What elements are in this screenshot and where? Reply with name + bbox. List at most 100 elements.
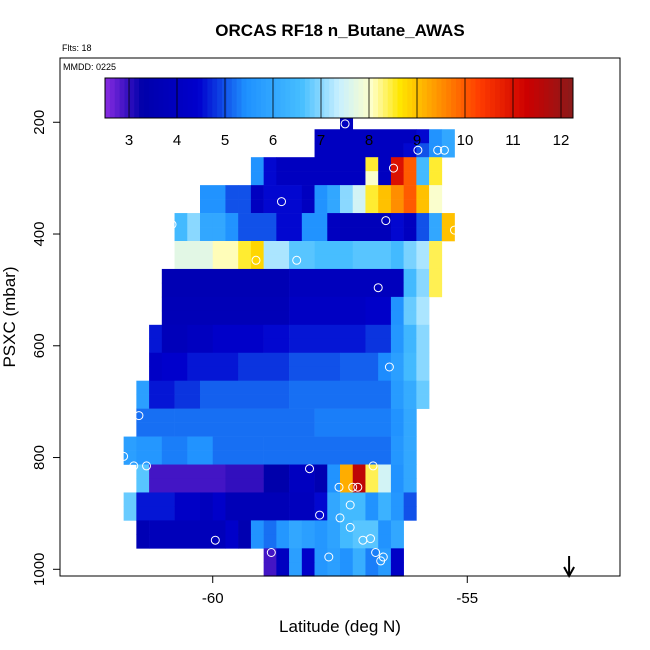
- heatmap-cell: [390, 380, 404, 395]
- heatmap-cell: [289, 338, 366, 354]
- heatmap-cell: [416, 338, 430, 354]
- heatmap-cell: [187, 227, 201, 242]
- colorbar-band: [158, 78, 164, 118]
- colorbar-band: [446, 78, 452, 118]
- heatmap-cell: [238, 227, 277, 242]
- heatmap-cell: [378, 562, 392, 577]
- colorbar-band: [290, 78, 296, 118]
- heatmap-cell: [238, 185, 252, 200]
- heatmap-cell: [212, 241, 239, 256]
- heatmap-cell: [365, 478, 379, 493]
- heatmap-cell: [340, 534, 354, 549]
- heatmap-cell: [390, 492, 404, 507]
- colorbar-band: [514, 78, 520, 118]
- heatmap-cell: [416, 199, 430, 214]
- heatmap-cell: [365, 506, 379, 521]
- colorbar-band: [202, 78, 208, 118]
- heatmap-cell: [314, 185, 328, 200]
- heatmap-cell: [263, 520, 277, 535]
- heatmap-cell: [212, 492, 226, 507]
- sample-point: [266, 548, 276, 557]
- heatmap-cell: [314, 129, 417, 144]
- heatmap-cell: [161, 282, 290, 298]
- colorbar-band: [144, 78, 150, 118]
- heatmap-cell: [403, 366, 417, 381]
- heatmap-cell: [403, 157, 417, 172]
- sample-point: [167, 220, 177, 229]
- y-tick-label: 600: [31, 333, 48, 358]
- colorbar-band: [280, 78, 286, 118]
- heatmap-cell: [200, 506, 214, 521]
- heatmap-cell: [390, 296, 404, 312]
- heatmap-cell: [263, 157, 277, 172]
- heatmap-cell: [161, 352, 188, 368]
- heatmap-cell: [174, 213, 188, 228]
- heatmap-cell: [276, 562, 290, 577]
- heatmap-cell: [276, 157, 366, 172]
- sample-point: [450, 225, 459, 235]
- heatmap-cell: [327, 562, 341, 577]
- heatmap-cell: [352, 534, 379, 549]
- heatmap-cell: [314, 422, 392, 437]
- heatmap-cell: [174, 408, 315, 423]
- colorbar-band: [334, 78, 340, 118]
- heatmap-cell: [441, 213, 455, 228]
- colorbar-band: [261, 78, 267, 118]
- heatmap-cell: [352, 562, 366, 577]
- colorbar-band: [402, 78, 408, 118]
- sample-point: [324, 552, 334, 562]
- heatmap-cell: [429, 129, 443, 144]
- heatmap-cell: [263, 478, 290, 493]
- heatmap-cell: [149, 464, 226, 479]
- heatmap-cell: [136, 422, 175, 437]
- heatmap-cell: [390, 310, 404, 326]
- heatmap-cell: [378, 199, 392, 214]
- colorbar-band: [348, 78, 355, 118]
- colorbar-band: [339, 78, 345, 118]
- heatmap-cell: [441, 227, 455, 242]
- heatmap-cell: [276, 213, 303, 228]
- heatmap-cell: [403, 310, 417, 326]
- heatmap-cell: [263, 534, 277, 549]
- heatmap-cell: [314, 478, 328, 493]
- heatmap-cell: [250, 157, 264, 172]
- heatmap-cell: [390, 366, 404, 381]
- heatmap-cell: [225, 213, 239, 228]
- heatmap-cell: [403, 478, 417, 493]
- heatmap-cell: [238, 241, 252, 256]
- heatmap-cell: [416, 213, 430, 228]
- colorbar-band: [192, 78, 199, 118]
- heatmap-cell: [149, 366, 163, 381]
- heatmap-cell: [390, 408, 404, 423]
- colorbar-band: [129, 78, 135, 118]
- heatmap-cell: [149, 338, 163, 354]
- heatmap-cell: [263, 199, 303, 214]
- heatmap-cell: [200, 492, 214, 507]
- heatmap-cell: [212, 213, 226, 228]
- heatmap-cell: [390, 185, 404, 200]
- heatmap-cell: [390, 352, 404, 368]
- heatmap-cell: [416, 352, 430, 368]
- heatmap-cell: [314, 241, 354, 256]
- heatmap-cell: [225, 227, 239, 242]
- sample-point: [152, 289, 162, 299]
- heatmap-cell: [289, 394, 392, 409]
- heatmap-cell: [174, 394, 201, 409]
- heatmap-cell: [174, 422, 315, 437]
- sample-point: [413, 145, 423, 155]
- colorbar-band: [256, 78, 262, 118]
- colorbar-band: [407, 78, 413, 118]
- heatmap-cell: [136, 534, 150, 549]
- heatmap-cell: [340, 352, 379, 368]
- sample-point: [345, 522, 355, 532]
- colorbar-band: [319, 78, 325, 118]
- heatmap-cell: [149, 520, 226, 535]
- heatmap-cell: [378, 534, 392, 549]
- heatmap-cell: [340, 115, 354, 130]
- heatmap-cell: [238, 254, 252, 270]
- heatmap-cell: [390, 199, 404, 214]
- heatmap-cell: [390, 478, 404, 493]
- heatmap-cell: [200, 185, 226, 200]
- heatmap-cell: [429, 157, 443, 172]
- heatmap-cell: [390, 464, 404, 479]
